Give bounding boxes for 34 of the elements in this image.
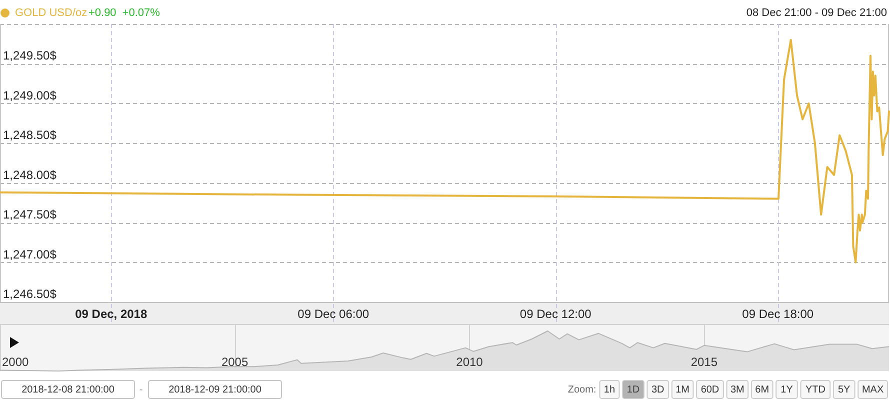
x-tick-label: 09 Dec 06:00 — [298, 307, 370, 321]
text: Zoom: — [568, 384, 596, 395]
text: 2018-12-09 21:00:00 — [168, 384, 262, 395]
text: 60D — [700, 384, 720, 395]
x-tick-label: 09 Dec 18:00 — [742, 307, 814, 321]
y-tick-label: 1,247.50$ — [3, 208, 57, 222]
y-tick-label: 1,247.00$ — [3, 247, 57, 262]
text: 1D — [626, 384, 640, 395]
text: 2018-12-08 21:00:00 — [22, 384, 115, 395]
y-tick-label: 1,248.50$ — [3, 128, 57, 142]
x-tick-label: 2000 — [2, 355, 30, 369]
x-tick-label: 09 Dec, 2018 — [75, 307, 148, 321]
legend-label: GOLD USD/oz — [15, 7, 88, 19]
x-tick-label: 2015 — [690, 355, 718, 369]
y-tick-label: 1,249.00$ — [3, 88, 57, 102]
text: 1M — [676, 384, 690, 395]
text: - — [139, 384, 143, 395]
x-tick-label: 2010 — [456, 355, 484, 369]
y-tick-label: 1,249.50$ — [3, 48, 57, 63]
y-tick-label: 1,246.50$ — [3, 287, 57, 301]
text: MAX — [862, 384, 884, 395]
text: 3M — [730, 384, 744, 395]
text: +0.07% — [122, 7, 160, 19]
text: 3D — [652, 384, 664, 395]
text: 1h — [604, 384, 616, 395]
x-tick-label: 2005 — [221, 355, 248, 369]
text: +0.90 — [88, 7, 116, 19]
y-tick-label: 1,248.00$ — [3, 168, 57, 182]
text: 5Y — [838, 384, 851, 395]
text: YTD — [805, 384, 826, 395]
text: 08 Dec 21:00 - 09 Dec 21:00 — [746, 7, 887, 19]
x-tick-label: 09 Dec 12:00 — [520, 307, 592, 321]
text: 1Y — [780, 384, 794, 395]
text: 6M — [755, 384, 770, 395]
